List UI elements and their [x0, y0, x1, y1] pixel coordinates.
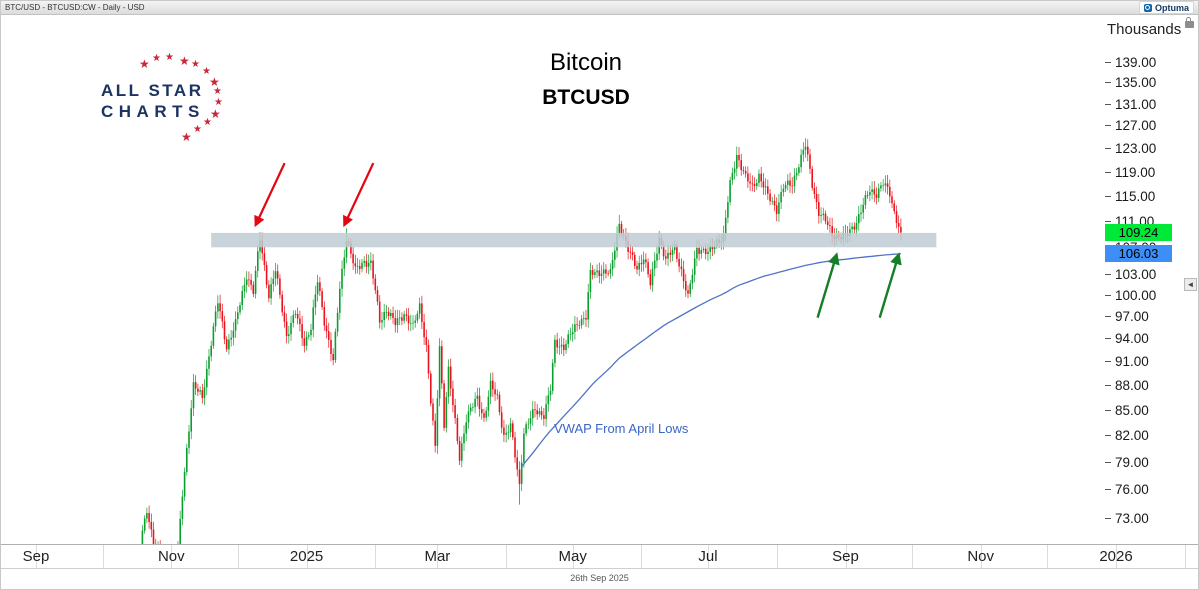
vwap-price-badge: 106.03 [1105, 245, 1172, 263]
logo-star-icon: ★ [203, 117, 212, 128]
time-axis-tick [102, 545, 104, 568]
time-axis-tick [506, 545, 508, 568]
time-axis-tick [1116, 545, 1117, 568]
time-axis-tick [437, 545, 439, 568]
price-tick-label: 94.00 [1105, 331, 1149, 347]
time-axis-tick [375, 545, 377, 568]
time-axis-label: Jul [698, 548, 718, 565]
time-axis-tick [1047, 545, 1049, 568]
time-axis-tick [776, 545, 778, 568]
time-axis-tick [845, 545, 847, 568]
logo-star-icon: ★ [193, 124, 202, 135]
last-price-badge: 109.24 [1105, 224, 1172, 242]
price-tick-label: 97.00 [1105, 309, 1149, 325]
price-tick-label: 135.00 [1105, 75, 1156, 91]
chart-title-block: Bitcoin BTCUSD [456, 49, 716, 111]
logo-star-icon: ★ [139, 57, 150, 71]
price-tick-label: 115.00 [1105, 188, 1155, 204]
price-tick-label: 127.00 [1105, 118, 1156, 134]
chart-titlebar-text: BTC/USD - BTCUSD:CW - Daily - USD [5, 3, 145, 12]
time-axis-tick [912, 545, 913, 568]
time-axis-tick [306, 545, 308, 568]
price-tick-label: 123.00 [1105, 141, 1156, 157]
time-axis-tick [980, 545, 982, 568]
time-axis-label: Sep [832, 548, 859, 565]
time-axis-label: May [558, 548, 587, 565]
logo-star-icon: ★ [202, 66, 211, 77]
lock-icon [1185, 17, 1194, 28]
price-axis-unit-label: Thousands [1107, 21, 1182, 38]
chart-title-name: Bitcoin [549, 49, 623, 76]
price-tick-label: 82.00 [1105, 428, 1149, 444]
price-tick-label: 88.00 [1105, 378, 1149, 394]
green-annotation-arrows[interactable] [816, 252, 902, 318]
time-axis-tick [572, 545, 574, 568]
logo-star-icon: ★ [191, 59, 200, 70]
vwap-annotation-label[interactable]: VWAP From April Lows [554, 421, 689, 436]
price-tick-label: 139.00 [1105, 54, 1156, 70]
chart-title-symbol: BTCUSD [542, 86, 630, 109]
price-tick-label: 76.00 [1105, 481, 1149, 497]
asc-logo-line2: CHARTS [101, 102, 205, 121]
time-axis-tick [1184, 545, 1186, 568]
price-tick-label: 131.00 [1105, 96, 1156, 112]
logo-star-icon: ★ [210, 107, 221, 121]
time-axis-label: Nov [157, 548, 185, 565]
price-tick-label: 85.00 [1105, 402, 1149, 418]
time-axis-label: Sep [22, 548, 50, 565]
candlesticks [141, 138, 902, 544]
time-axis-tick [171, 545, 173, 568]
logo-star-icon: ★ [213, 86, 222, 97]
time-axis-tick [641, 545, 643, 568]
footer-date: 26th Sep 2025 [570, 573, 629, 583]
collapse-axis-icon: ◄ [1186, 280, 1195, 289]
time-axis-label: 2026 [1099, 548, 1133, 565]
price-axis[interactable]: 139.00 135.00 131.00 127.00 123.00 119.00 115.… [1101, 15, 1198, 544]
price-tick-label: 119.00 [1105, 164, 1155, 180]
logo-star-icon: ★ [165, 52, 174, 63]
logo-star-icon: ★ [181, 130, 192, 144]
collapse-axis-button[interactable]: ◄ [1184, 278, 1197, 291]
optuma-logo: Optuma [1138, 1, 1194, 14]
optuma-logo-icon [1143, 3, 1152, 12]
time-axis-label: Nov [967, 548, 995, 565]
logo-star-icon: ★ [179, 54, 190, 68]
optuma-logo-text: Optuma [1154, 2, 1189, 13]
time-axis-tick [36, 545, 37, 568]
red-annotation-arrows[interactable] [254, 162, 375, 228]
time-axis[interactable]: Sep Nov 2025 Mar May Jul Sep Nov 2026 [1, 544, 1198, 569]
asc-logo-line1: ALL STAR [101, 81, 204, 100]
support-resistance-band[interactable] [211, 232, 937, 248]
time-axis-label: Mar [424, 548, 451, 565]
logo-star-icon: ★ [152, 53, 161, 64]
logo-star-icon: ★ [214, 97, 223, 108]
window-titlebar: BTC/USD - BTCUSD:CW - Daily - USD Optuma [1, 1, 1198, 15]
price-tick-label: 100.00 [1105, 287, 1156, 303]
price-tick-label: 79.00 [1105, 454, 1149, 470]
price-tick-label: 73.00 [1105, 510, 1149, 526]
time-axis-tick [237, 545, 239, 568]
time-axis-tick [708, 545, 709, 568]
logo-star-icon: ★ [209, 75, 220, 89]
price-tick-label: 91.00 [1105, 354, 1149, 370]
price-tick-label: 103.00 [1105, 266, 1156, 282]
time-axis-label: 2025 [289, 548, 324, 565]
